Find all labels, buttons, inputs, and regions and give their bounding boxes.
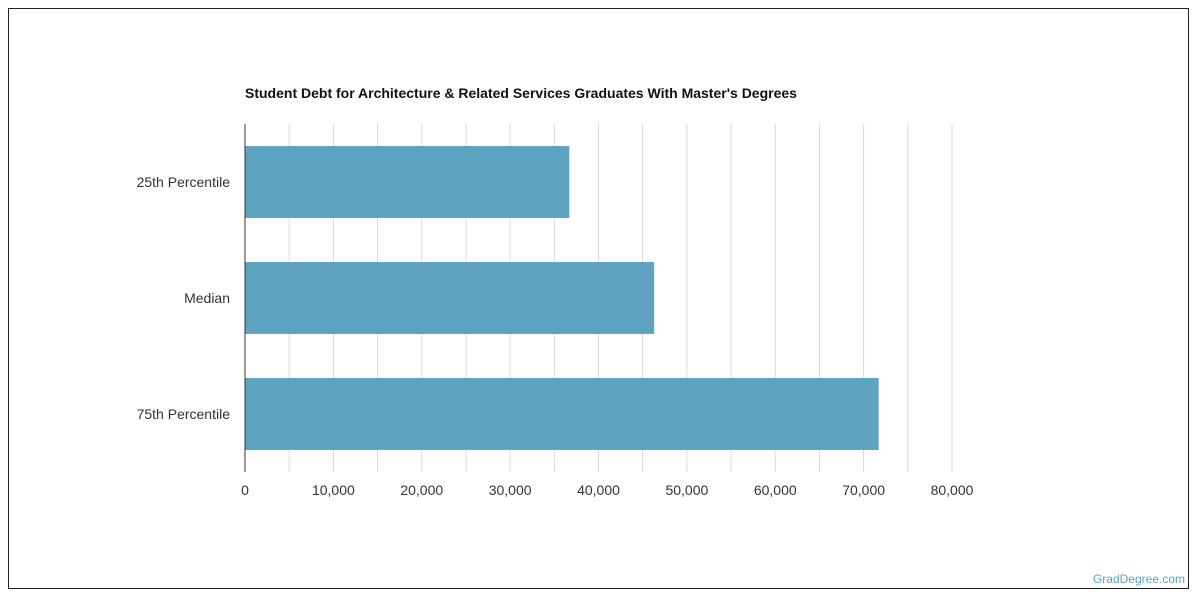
x-tick-label: 20,000 <box>400 482 443 498</box>
bar <box>245 146 570 218</box>
source-credit-link[interactable]: GradDegree.com <box>1092 572 1185 586</box>
category-label: 25th Percentile <box>137 174 231 190</box>
x-tick-label: 50,000 <box>665 482 708 498</box>
bars <box>245 146 879 450</box>
x-tick-label: 70,000 <box>842 482 885 498</box>
category-label: Median <box>184 290 230 306</box>
x-tick-label: 80,000 <box>931 482 974 498</box>
x-tick-label: 40,000 <box>577 482 620 498</box>
tick-labels: 25th Percentile Median 75th Percentile 0 10,… <box>137 174 974 498</box>
x-tick-label: 10,000 <box>312 482 355 498</box>
chart-title: Student Debt for Architecture & Related … <box>245 85 797 101</box>
bar <box>245 378 879 450</box>
x-tick-label: 60,000 <box>754 482 797 498</box>
category-label: 75th Percentile <box>137 406 231 422</box>
bar <box>245 262 655 334</box>
x-tick-label: 30,000 <box>489 482 532 498</box>
x-tick-label: 0 <box>241 482 249 498</box>
